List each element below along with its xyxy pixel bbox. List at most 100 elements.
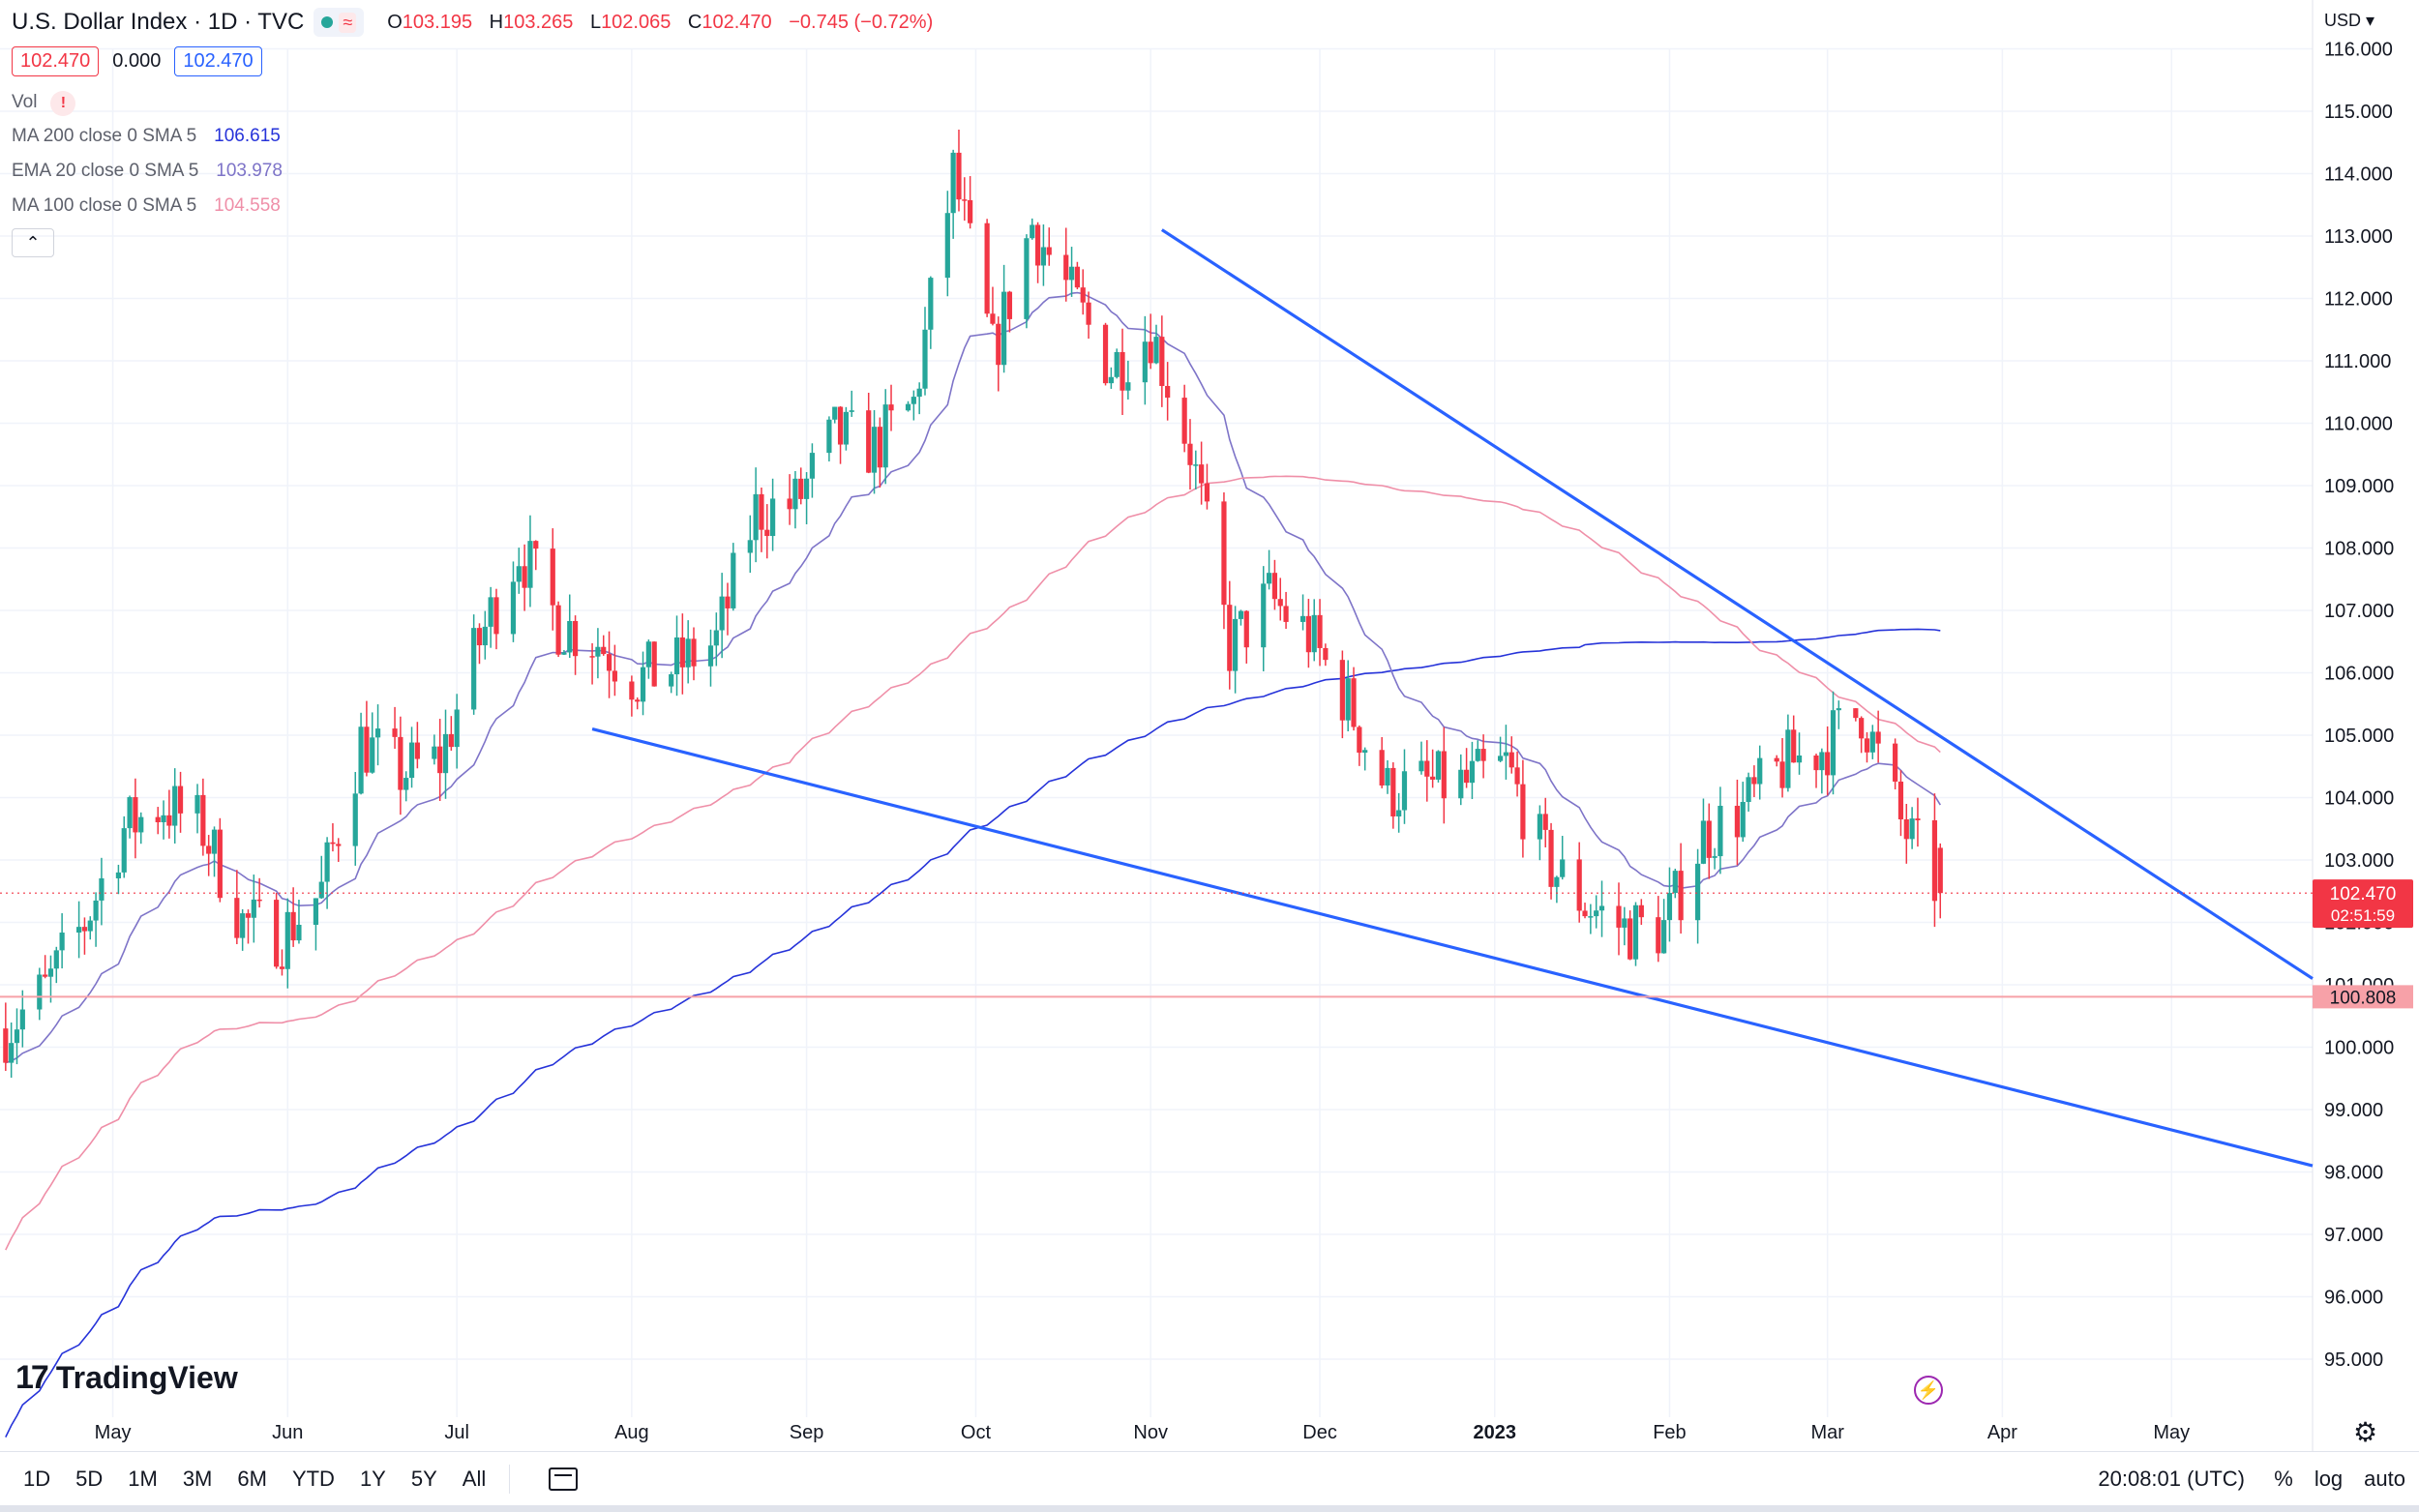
log-scale-toggle[interactable]: log xyxy=(2314,1467,2344,1491)
candle xyxy=(606,631,612,698)
range-ytd[interactable]: YTD xyxy=(291,1467,335,1491)
gear-icon[interactable]: ⚙ xyxy=(2353,1417,2378,1447)
candle-body xyxy=(1001,291,1007,366)
candle-body xyxy=(138,816,144,833)
buy-price-button[interactable]: 102.470 xyxy=(174,46,262,76)
ma100-value: 104.558 xyxy=(214,195,281,216)
candle-body xyxy=(1102,324,1109,384)
price-chart[interactable]: 95.00096.00097.00098.00099.000100.000101… xyxy=(0,0,2419,1451)
candle-body xyxy=(1024,238,1030,319)
candle-body xyxy=(1503,752,1509,756)
range-1y[interactable]: 1Y xyxy=(359,1467,386,1491)
candle xyxy=(550,528,555,631)
chart-grid xyxy=(0,0,2314,1451)
ema20-legend[interactable]: EMA 20 close 0 SMA 5 103.978 xyxy=(12,161,283,182)
ma200-value: 106.615 xyxy=(214,126,281,146)
ema20-line xyxy=(5,291,1941,1064)
range-5d[interactable]: 5D xyxy=(75,1467,104,1491)
ma100-legend[interactable]: MA 100 close 0 SMA 5 104.558 xyxy=(12,195,281,217)
candle xyxy=(1666,867,1673,942)
time-tick-label: Mar xyxy=(1810,1422,1844,1443)
calendar-icon[interactable] xyxy=(549,1468,579,1491)
lightning-icon[interactable]: ⚡ xyxy=(1914,1376,1943,1405)
candle-body xyxy=(1576,859,1582,911)
candle-body xyxy=(1542,814,1548,830)
candle xyxy=(279,949,285,976)
candle-body xyxy=(645,641,651,667)
volume-indicator[interactable]: Vol! xyxy=(12,91,76,116)
utc-clock[interactable]: 20:08:01 (UTC) xyxy=(2098,1467,2245,1491)
range-all[interactable]: All xyxy=(462,1467,487,1491)
price-tick-label: 100.000 xyxy=(2324,1038,2394,1059)
percent-scale-toggle[interactable]: % xyxy=(2274,1467,2293,1491)
price-tick-label: 98.000 xyxy=(2324,1163,2383,1184)
candle-body xyxy=(1074,266,1080,288)
candle-body xyxy=(99,877,105,901)
candle-body xyxy=(1594,910,1599,917)
market-status[interactable]: ≈ xyxy=(314,8,365,37)
candle xyxy=(1086,291,1091,340)
warning-icon[interactable]: ! xyxy=(50,91,76,116)
candle-body xyxy=(753,493,759,541)
candle-body xyxy=(1424,760,1430,777)
toolbar-divider xyxy=(509,1465,511,1494)
candle-body xyxy=(1819,752,1825,771)
candle-body xyxy=(1034,224,1041,266)
range-3m[interactable]: 3M xyxy=(182,1467,213,1491)
candle-body xyxy=(1830,710,1837,776)
candle xyxy=(719,573,725,659)
candle xyxy=(370,712,375,774)
range-1d[interactable]: 1D xyxy=(23,1467,51,1491)
candle-body xyxy=(1339,660,1345,721)
candle xyxy=(1024,234,1030,329)
candle xyxy=(1261,566,1267,671)
symbol-title[interactable]: U.S. Dollar Index · 1D · TVC xyxy=(12,9,305,35)
sell-price-button[interactable]: 102.470 xyxy=(12,46,100,76)
time-tick-label: Jun xyxy=(272,1422,303,1443)
collapse-legend-button[interactable]: ⌃ xyxy=(12,228,54,257)
candle xyxy=(1199,441,1205,505)
candle-body xyxy=(471,628,477,710)
range-1m[interactable]: 1M xyxy=(128,1467,158,1491)
trendline-upper xyxy=(1160,228,2314,980)
candle xyxy=(1419,741,1424,775)
candle xyxy=(1266,549,1272,590)
range-6m[interactable]: 6M xyxy=(237,1467,267,1491)
candle xyxy=(1712,847,1717,870)
candle xyxy=(798,467,804,505)
candle xyxy=(358,712,364,795)
candle-body xyxy=(1419,760,1424,772)
candle-body xyxy=(725,596,731,608)
candle xyxy=(1508,736,1514,774)
candle-body xyxy=(984,222,990,314)
candle xyxy=(1582,903,1588,919)
candle xyxy=(561,649,567,656)
candle xyxy=(1853,708,1859,722)
candle xyxy=(432,734,437,765)
candle-body xyxy=(770,498,776,537)
candle xyxy=(1435,750,1442,783)
candle-body xyxy=(234,898,240,938)
candle xyxy=(1040,224,1047,286)
moving-averages xyxy=(5,291,1941,1438)
candle xyxy=(601,635,607,656)
candle-body xyxy=(1554,876,1560,887)
price-tick-label: 104.000 xyxy=(2324,788,2394,810)
candle-body xyxy=(990,313,996,324)
ma200-legend[interactable]: MA 200 close 0 SMA 5 106.615 xyxy=(12,126,281,147)
spread-value: 0.000 xyxy=(112,50,162,72)
candle xyxy=(1632,902,1639,966)
range-5y[interactable]: 5Y xyxy=(410,1467,437,1491)
candle-body xyxy=(882,404,888,468)
price-tick-label: 110.000 xyxy=(2324,414,2393,435)
price-tick-label: 108.000 xyxy=(2324,539,2394,560)
candle-body xyxy=(251,899,256,918)
candle-body xyxy=(685,638,691,667)
candle-body xyxy=(374,728,381,738)
candle-body xyxy=(1796,755,1803,763)
candle xyxy=(217,817,223,903)
auto-scale-toggle[interactable]: auto xyxy=(2364,1467,2405,1491)
candle xyxy=(1142,315,1148,405)
bid-ask-row: 102.470 0.000 102.470 xyxy=(12,46,262,76)
candle xyxy=(1497,736,1504,762)
